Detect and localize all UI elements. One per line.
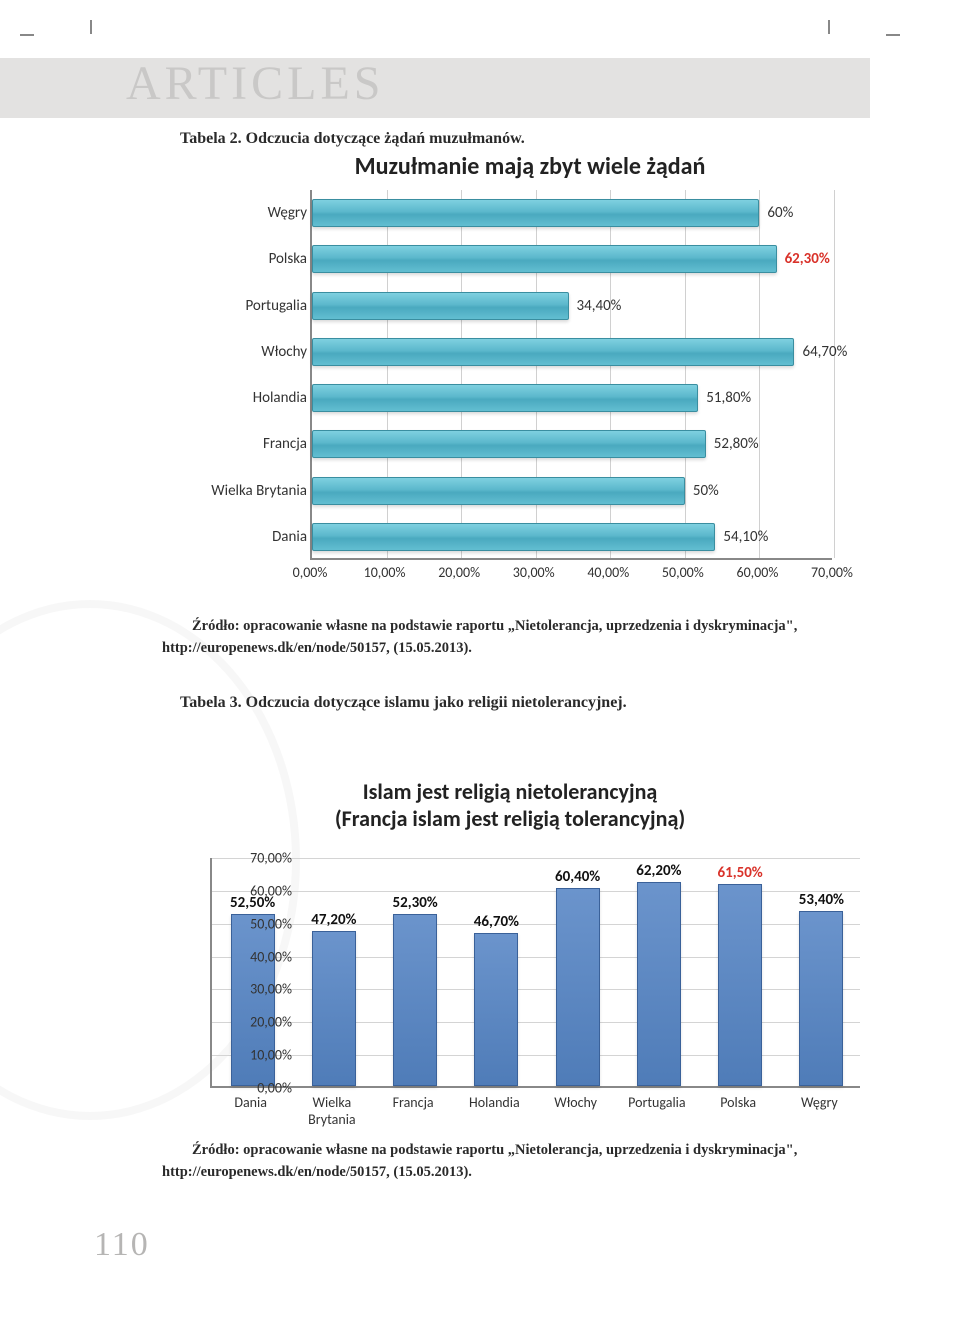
chart1-value-label: 34,40% xyxy=(577,297,622,315)
chart1-bar xyxy=(312,477,685,505)
chart1-bar xyxy=(312,245,777,273)
chart1-bar xyxy=(312,384,698,412)
chart2-value-label: 53,40% xyxy=(799,891,844,909)
chart2-y-tick: 60,00% xyxy=(232,882,292,899)
chart1-value-label: 54,10% xyxy=(723,528,768,546)
table3-source: Źródło: opracowanie własne na podstawie … xyxy=(162,1140,882,1184)
chart2-y-tick: 40,00% xyxy=(232,948,292,965)
chart2-bar xyxy=(718,884,762,1086)
table2-caption: Tabela 2. Odczucia dotyczące żądań muzuł… xyxy=(180,130,525,148)
chart1-bar xyxy=(312,430,706,458)
chart2-category-label: Polska xyxy=(698,1094,778,1111)
chart1-category-label: Holandia xyxy=(167,389,307,407)
chart1-category-label: Portugalia xyxy=(167,297,307,315)
chart2-category-label: Portugalia xyxy=(617,1094,697,1111)
chart2-bar xyxy=(799,911,843,1086)
chart2-bar xyxy=(312,931,356,1086)
chart1-x-tick: 0,00% xyxy=(293,564,328,581)
chart1-category-label: Francja xyxy=(167,435,307,453)
chart2-bar xyxy=(637,882,681,1086)
chart1-x-tick: 30,00% xyxy=(513,564,555,581)
chart1-category-label: Wielka Brytania xyxy=(167,482,307,500)
chart1-bar xyxy=(312,199,759,227)
chart2-value-label: 62,20% xyxy=(636,862,681,880)
page-header: ARTICLES xyxy=(126,56,384,111)
chart1-bar xyxy=(312,292,569,320)
chart2-y-tick: 70,00% xyxy=(232,850,292,867)
chart2-category-label: Dania xyxy=(211,1094,291,1111)
chart2-bar xyxy=(474,933,518,1086)
chart1-value-label: 64,70% xyxy=(802,343,847,361)
table2-source: Źródło: opracowanie własne na podstawie … xyxy=(162,616,882,660)
chart1-x-tick: 10,00% xyxy=(364,564,406,581)
chart1-title: Muzułmanie mają zbyt wiele żądań xyxy=(180,152,880,181)
chart2-y-tick: 30,00% xyxy=(232,981,292,998)
chart2-value-label: 61,50% xyxy=(718,864,763,882)
chart2-title-line2: (Francja islam jest religią tolerancyjną… xyxy=(140,805,880,832)
page-number: 110 xyxy=(94,1226,150,1264)
chart2-y-tick: 50,00% xyxy=(232,915,292,932)
chart2-bar xyxy=(393,914,437,1086)
chart2-value-label: 46,70% xyxy=(474,913,519,931)
chart1-category-label: Węgry xyxy=(167,204,307,222)
chart1-category-label: Polska xyxy=(167,250,307,268)
chart1-value-label: 50% xyxy=(693,482,719,500)
chart1-value-label: 51,80% xyxy=(706,389,751,407)
chart2-y-tick: 20,00% xyxy=(232,1014,292,1031)
chart1-category-label: Włochy xyxy=(167,343,307,361)
chart1-horizontal-bar: 60% 62,30% 34,40% 64,70% 51,80% 52,80% 50% 54,1… xyxy=(165,180,867,600)
chart2-vertical-bar: Islam jest religią nietolerancyjną (Fran… xyxy=(140,778,880,1158)
chart1-value-label: 62,30% xyxy=(785,250,830,268)
chart1-x-tick: 20,00% xyxy=(438,564,480,581)
chart2-value-label: 60,40% xyxy=(555,868,600,886)
chart2-value-label: 47,20% xyxy=(311,911,356,929)
chart1-x-tick: 60,00% xyxy=(736,564,778,581)
chart1-category-label: Dania xyxy=(167,528,307,546)
chart2-category-label: Włochy xyxy=(536,1094,616,1111)
chart2-category-label: Francja xyxy=(373,1094,453,1111)
chart1-value-label: 52,80% xyxy=(714,435,759,453)
chart1-x-tick: 70,00% xyxy=(811,564,853,581)
chart2-value-label: 52,30% xyxy=(393,894,438,912)
chart1-value-label: 60% xyxy=(767,204,793,222)
chart2-bar xyxy=(556,888,600,1086)
chart2-category-label: Holandia xyxy=(454,1094,534,1111)
chart2-category-label: WielkaBrytania xyxy=(292,1094,372,1128)
chart1-bar xyxy=(312,338,794,366)
chart2-y-tick: 10,00% xyxy=(232,1047,292,1064)
table3-caption: Tabela 3. Odczucia dotyczące islamu jako… xyxy=(180,694,627,712)
chart1-bar xyxy=(312,523,715,551)
chart1-x-tick: 40,00% xyxy=(587,564,629,581)
chart2-category-label: Węgry xyxy=(779,1094,859,1111)
chart1-x-tick: 50,00% xyxy=(662,564,704,581)
chart2-title-line1: Islam jest religią nietolerancyjną xyxy=(140,778,880,805)
